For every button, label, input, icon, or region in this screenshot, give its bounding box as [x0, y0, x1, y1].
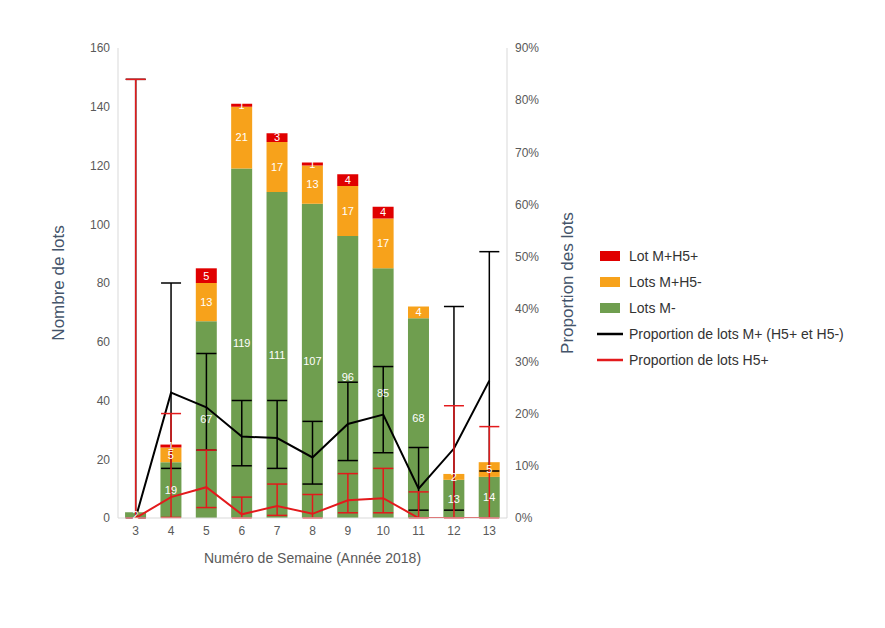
svg-text:17: 17 [271, 161, 283, 173]
svg-text:40: 40 [97, 394, 111, 408]
svg-text:Nombre de lots: Nombre de lots [49, 225, 68, 340]
svg-text:17: 17 [342, 205, 354, 217]
svg-text:3: 3 [132, 524, 139, 538]
svg-text:2: 2 [451, 471, 457, 483]
svg-text:140: 140 [90, 100, 110, 114]
svg-text:11: 11 [412, 524, 425, 538]
svg-text:30%: 30% [515, 355, 539, 369]
svg-text:4: 4 [415, 306, 421, 318]
svg-text:40%: 40% [515, 302, 539, 316]
svg-text:3: 3 [274, 131, 280, 143]
svg-text:4: 4 [380, 206, 386, 218]
svg-text:20: 20 [97, 453, 111, 467]
svg-text:12: 12 [447, 524, 461, 538]
svg-text:5: 5 [167, 448, 174, 461]
html-text:Proportion de lots H5+: Proportion de lots H5+ [629, 352, 769, 368]
svg-text:0%: 0% [515, 511, 533, 525]
svg-text:96: 96 [342, 371, 354, 383]
svg-text:67: 67 [200, 413, 212, 425]
svg-text:1: 1 [168, 440, 174, 452]
svg-text:5: 5 [203, 524, 210, 538]
svg-text:2: 2 [133, 509, 139, 521]
svg-text:85: 85 [377, 387, 389, 399]
svg-text:60: 60 [97, 335, 111, 349]
svg-text:Proportion des lots: Proportion des lots [558, 212, 577, 354]
svg-text:5: 5 [203, 270, 209, 282]
svg-text:1: 1 [239, 99, 245, 111]
svg-text:10: 10 [377, 524, 391, 538]
svg-text:4: 4 [168, 524, 175, 538]
html-text:Proportion de lots M+ (H5+ et: Proportion de lots M+ (H5+ et H5-) [629, 326, 844, 342]
svg-text:70%: 70% [515, 146, 539, 160]
svg-text:90%: 90% [515, 41, 539, 55]
svg-text:5: 5 [486, 463, 492, 475]
svg-text:13: 13 [483, 524, 497, 538]
svg-text:68: 68 [412, 412, 424, 424]
svg-text:80: 80 [97, 276, 111, 290]
svg-text:14: 14 [483, 491, 495, 503]
svg-text:100: 100 [90, 218, 110, 232]
svg-text:0: 0 [103, 511, 110, 525]
svg-text:Numéro de Semaine (Année 2018): Numéro de Semaine (Année 2018) [204, 550, 421, 566]
html-text:Lots M+H5-: Lots M+H5- [629, 274, 702, 290]
svg-text:10%: 10% [515, 459, 539, 473]
svg-text:19: 19 [165, 484, 177, 496]
svg-text:9: 9 [345, 524, 352, 538]
svg-text:13: 13 [448, 493, 460, 505]
html-text:Lots M-: Lots M- [629, 300, 676, 316]
svg-text:1: 1 [309, 158, 315, 170]
svg-text:8: 8 [309, 524, 316, 538]
svg-text:107: 107 [303, 355, 321, 367]
svg-text:20%: 20% [515, 407, 539, 421]
svg-text:160: 160 [90, 41, 110, 55]
svg-text:119: 119 [233, 337, 251, 349]
svg-text:60%: 60% [515, 198, 539, 212]
svg-text:17: 17 [377, 237, 389, 249]
svg-text:4: 4 [345, 174, 351, 186]
svg-text:13: 13 [200, 296, 212, 308]
svg-text:13: 13 [306, 178, 318, 190]
svg-text:7: 7 [274, 524, 281, 538]
svg-text:50%: 50% [515, 250, 539, 264]
svg-text:120: 120 [90, 159, 110, 173]
html-text:Lot M+H5+: Lot M+H5+ [629, 248, 699, 264]
svg-text:6: 6 [238, 524, 245, 538]
svg-text:21: 21 [236, 131, 248, 143]
svg-text:111: 111 [269, 349, 286, 361]
svg-text:80%: 80% [515, 93, 539, 107]
